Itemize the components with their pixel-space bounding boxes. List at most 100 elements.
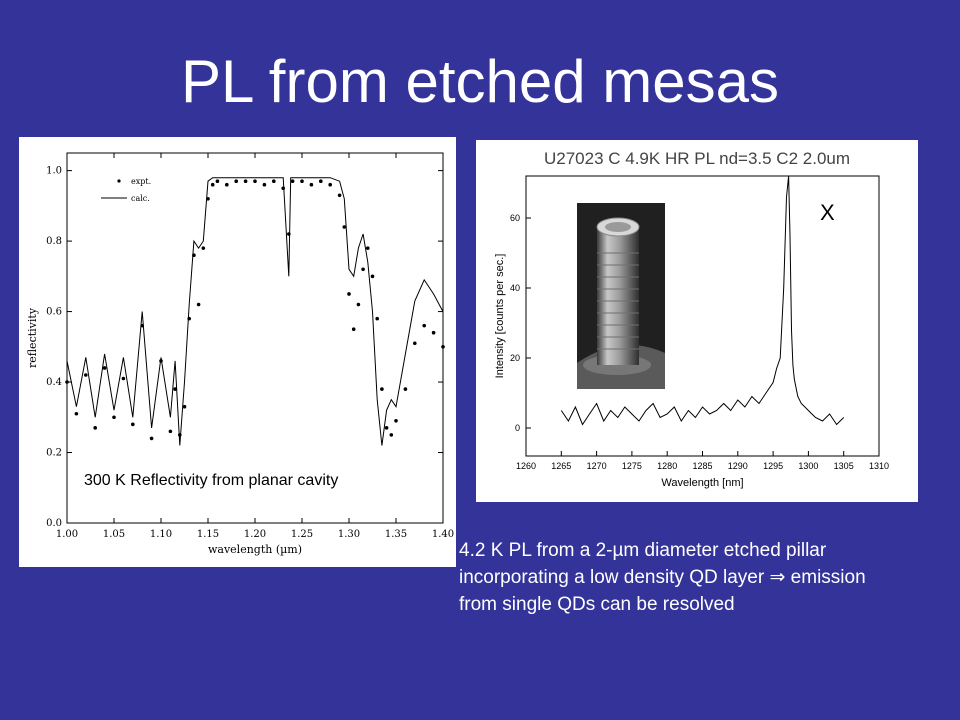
series-expt-point [149, 436, 154, 441]
x-tick-label: 1.00 [56, 529, 78, 540]
series-expt-point [210, 182, 215, 187]
x-tick-label: 1.10 [150, 529, 172, 540]
series-expt-point [74, 411, 79, 416]
series-expt-point [287, 232, 291, 236]
series-expt-point [347, 292, 351, 296]
y-tick-label: 1.0 [46, 166, 62, 177]
series-expt-point [366, 246, 370, 250]
pl-chart-title: U27023 C 4.9K HR PL nd=3.5 C2 2.0um [544, 149, 850, 168]
pl-spectrum-chart: U27023 C 4.9K HR PL nd=3.5 C2 2.0um 1260 1… [494, 149, 889, 489]
x-axis-label: wavelength (µm) [208, 543, 302, 556]
series-expt-point [206, 197, 210, 201]
series-expt-point [253, 179, 257, 183]
series-expt-point [272, 179, 276, 183]
series-expt-point [243, 179, 248, 183]
series-expt-point [112, 415, 116, 420]
reflectivity-caption: 300 K Reflectivity from planar cavity [81, 471, 342, 491]
series-expt-point [394, 419, 398, 423]
series-expt-point [370, 274, 375, 279]
series-expt-point [375, 316, 380, 321]
series-expt-point [380, 387, 384, 391]
x-tick-label: 1270 [587, 461, 607, 471]
series-expt-point [422, 323, 427, 328]
series-expt-point [187, 316, 191, 321]
legend-marker-expt [117, 179, 121, 183]
series-expt-point [300, 179, 304, 183]
series-expt-point [178, 433, 182, 437]
series-expt-point [361, 267, 365, 272]
pl-spectrum-line [560, 175, 845, 426]
series-expt-point [93, 426, 97, 430]
series-expt-point [281, 186, 286, 191]
pillar-sem-illustration [577, 203, 665, 389]
y-tick-label: 0.4 [46, 377, 62, 388]
series-expt-point [159, 359, 163, 363]
y-tick-label: 20 [510, 353, 520, 363]
series-expt-point [121, 376, 126, 381]
y-tick-label: 60 [510, 213, 520, 223]
series-expt-point [215, 179, 220, 183]
x-tick-label: 1310 [869, 461, 889, 471]
x-tick-label: 1300 [798, 461, 818, 471]
series-expt-point [384, 426, 389, 430]
series-expt-point [65, 380, 69, 384]
series-expt-point [431, 330, 436, 335]
series-calc-line [66, 177, 444, 446]
x-axis-label: Wavelength [nm] [661, 477, 743, 489]
series-expt-point [389, 433, 394, 437]
series-expt-point [182, 404, 187, 409]
x-tick-label: 1275 [622, 461, 642, 471]
y-axis-label: reflectivity [26, 307, 39, 368]
plot-frame [66, 152, 444, 524]
series-expt-point [234, 179, 238, 183]
series-expt-point [290, 179, 295, 183]
series-expt-point [413, 341, 417, 346]
pl-spectrum-chart-panel: U27023 C 4.9K HR PL nd=3.5 C2 2.0um 1260 1… [476, 140, 918, 502]
series-expt-point [84, 373, 88, 377]
y-tick-label: 0.0 [46, 518, 62, 529]
reflectivity-chart: 1.00 1.05 1.10 1.15 1.20 1.25 1.30 1.35 1.40 0.0 0… [26, 152, 454, 556]
legend-label-expt: expt. [131, 177, 151, 186]
series-expt-point [356, 302, 361, 307]
x-tick-label: 1305 [834, 461, 854, 471]
x-tick-label: 1.05 [103, 529, 125, 540]
x-tick-label: 1285 [692, 461, 712, 471]
series-expt-point [262, 182, 267, 187]
y-tick-label: 0.6 [46, 307, 62, 318]
series-expt-point [168, 429, 173, 434]
pillar-sem-image [577, 203, 665, 389]
x-tick-label: 1.20 [244, 529, 266, 540]
x-tick-label: 1.15 [197, 529, 219, 540]
series-expt-point [319, 179, 323, 183]
series-expt-point [342, 225, 347, 229]
y-tick-label: 0.2 [46, 448, 62, 459]
series-expt-point [337, 193, 342, 198]
series-expt-point [328, 182, 333, 187]
x-tick-label: 1.40 [432, 529, 454, 540]
series-expt-point [192, 253, 196, 257]
series-expt-point [131, 422, 135, 427]
y-axis-label: Intensity [counts per sec.] [494, 254, 506, 379]
legend-label-calc: calc. [131, 194, 150, 203]
series-expt-point [225, 182, 229, 187]
x-tick-label: 1.30 [338, 529, 360, 540]
series-expt-point [309, 182, 314, 187]
x-tick-label: 1290 [728, 461, 748, 471]
series-expt-point [102, 366, 107, 370]
reflectivity-chart-panel: 1.00 1.05 1.10 1.15 1.20 1.25 1.30 1.35 1.40 0.0 0… [19, 137, 456, 567]
slide-title: PL from etched mesas [180, 48, 780, 115]
x-tick-label: 1265 [551, 461, 571, 471]
exciton-peak-label: X [820, 200, 835, 225]
x-tick-label: 1.25 [291, 529, 313, 540]
y-tick-label: 0 [515, 423, 520, 433]
series-expt-point [403, 387, 408, 391]
y-tick-label: 40 [510, 283, 520, 293]
series-expt-point [441, 345, 445, 349]
x-tick-label: 1.35 [385, 529, 407, 540]
series-expt-point [140, 323, 144, 328]
series-expt-point [196, 302, 201, 307]
x-tick-label: 1295 [763, 461, 783, 471]
x-tick-label: 1280 [657, 461, 677, 471]
x-tick-label: 1260 [516, 461, 536, 471]
y-tick-label: 0.8 [46, 236, 62, 247]
